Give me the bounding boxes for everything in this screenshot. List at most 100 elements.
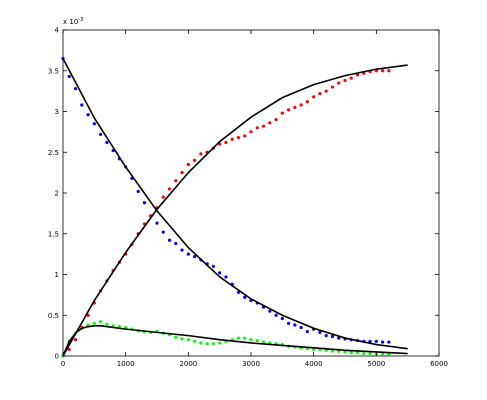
green-data-point	[236, 336, 241, 340]
red-data-point	[387, 69, 391, 73]
green-data-point	[205, 342, 209, 346]
green-data-point	[105, 322, 109, 326]
red-data-point	[343, 78, 347, 83]
blue-data-point	[136, 189, 140, 193]
blue-data-point	[99, 132, 103, 136]
red-data-point	[299, 103, 303, 107]
green-data-point	[261, 340, 266, 344]
green-data-point	[186, 338, 190, 342]
blue-data-point	[337, 336, 341, 340]
y-exponent-power: -3	[78, 17, 83, 23]
green-data-point	[355, 351, 360, 355]
blue-data-point	[142, 201, 147, 205]
green-data-point	[199, 341, 203, 345]
blue-data-point	[180, 248, 184, 252]
blue-data-point	[92, 122, 96, 126]
x-tick-label: 2000	[179, 360, 197, 368]
red-data-point	[180, 171, 184, 175]
red-data-point	[186, 162, 190, 167]
green-data-point	[243, 336, 247, 340]
red-data-point	[349, 76, 353, 80]
blue-data-point	[80, 103, 84, 107]
series-layer	[61, 56, 408, 358]
blue-data-point	[324, 334, 328, 338]
x-tick-label: 0	[61, 360, 65, 368]
blue-data-point	[155, 221, 159, 225]
red-data-point	[312, 95, 316, 99]
red-data-point	[324, 89, 328, 93]
y-tick-label: 0	[55, 353, 59, 361]
green-data-point	[211, 342, 215, 346]
red-data-point	[280, 111, 284, 115]
green-data-point	[193, 339, 197, 343]
fit-curve-line-3	[62, 64, 408, 357]
blue-data-point	[299, 325, 303, 330]
red-data-point	[230, 137, 234, 141]
blue-data-point	[287, 321, 291, 325]
plot-area	[62, 29, 440, 357]
blue-data-point	[224, 275, 228, 279]
y-tick-label: 4	[55, 27, 60, 35]
red-data-point	[305, 100, 309, 104]
green-data-point	[249, 338, 253, 342]
blue-data-point	[161, 230, 165, 234]
y-exponent-label: x 10-3	[63, 17, 83, 26]
blue-data-point	[105, 140, 109, 145]
red-data-point	[293, 105, 297, 110]
fit-curve-line-4	[62, 58, 408, 350]
blue-data-point	[368, 339, 372, 343]
blue-data-point	[73, 87, 78, 91]
red-data-point	[261, 124, 266, 128]
blue-data-point	[167, 238, 172, 242]
blue-series	[61, 56, 391, 344]
y-tick-label: 1	[55, 271, 59, 279]
green-data-point	[92, 321, 96, 325]
red-data-point	[167, 187, 172, 191]
y-tick-label: 1.5	[48, 230, 59, 238]
red-data-point	[255, 126, 259, 130]
green-data-point	[330, 349, 335, 353]
x-tick-label: 1000	[117, 360, 135, 368]
blue-data-point	[86, 113, 90, 117]
red-data-point	[268, 121, 272, 125]
green-data-point	[349, 351, 353, 355]
red-data-point	[337, 81, 341, 85]
x-tick-label: 3000	[242, 360, 260, 368]
green-data-point	[255, 338, 259, 343]
blue-data-point	[280, 316, 284, 321]
blue-data-point	[387, 340, 391, 344]
blue-data-point	[174, 241, 178, 246]
blue-data-point	[218, 271, 222, 275]
green-data-point	[99, 320, 103, 324]
red-data-point	[381, 69, 385, 73]
tick-layer: 0 1000 2000 3000 4000 5000 6000 0 0.5 1 1.5 2 2.5 3 3.…	[48, 27, 448, 369]
y-tick-label: 3	[55, 108, 59, 116]
blue-data-point	[374, 339, 378, 343]
red-data-point	[355, 73, 360, 77]
green-data-point	[387, 352, 391, 356]
green-data-point	[180, 337, 184, 341]
red-data-point	[193, 158, 197, 162]
x-tick-label: 6000	[430, 360, 448, 368]
y-tick-label: 0.5	[48, 312, 59, 320]
blue-data-point	[193, 254, 197, 259]
red-data-point	[174, 179, 178, 183]
green-data-point	[381, 352, 385, 356]
red-data-point	[330, 85, 335, 89]
green-data-point	[362, 351, 366, 356]
blue-data-point	[305, 329, 309, 334]
green-data-point	[368, 351, 372, 356]
blue-data-point	[211, 264, 215, 268]
red-data-point	[199, 152, 203, 156]
y-tick-label: 2	[55, 190, 59, 198]
blue-data-point	[186, 252, 190, 256]
y-tick-label: 3.5	[48, 67, 59, 75]
blue-data-point	[243, 295, 247, 299]
green-data-point	[174, 335, 178, 339]
y-exponent-base: x 10	[63, 18, 78, 26]
red-data-point	[249, 130, 253, 134]
blue-data-point	[293, 323, 297, 327]
blue-data-point	[268, 309, 272, 313]
red-data-point	[243, 134, 247, 138]
